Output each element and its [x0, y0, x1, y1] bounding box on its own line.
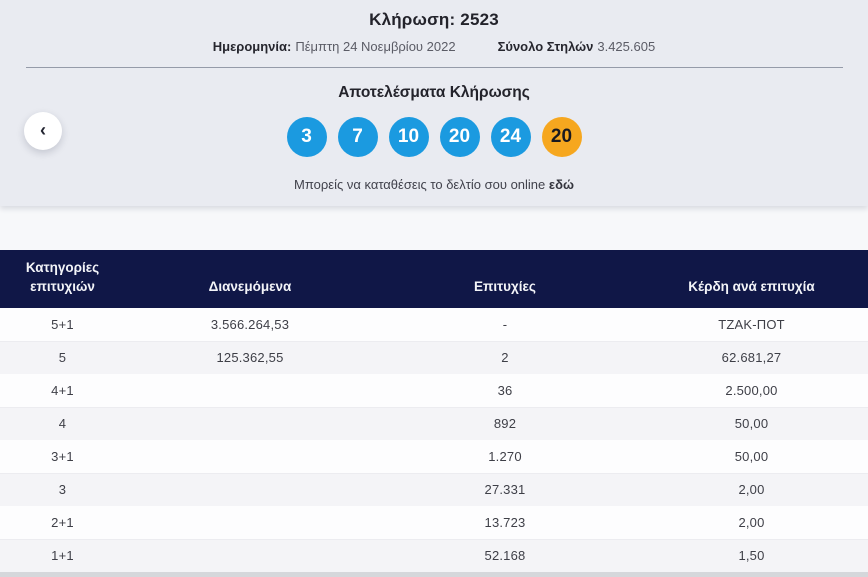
online-cta-text: Μπορείς να καταθέσεις το δελτίο σου onli…	[294, 177, 546, 192]
cell-category: 1+1	[51, 548, 74, 564]
previous-draw-button[interactable]: ‹	[24, 112, 62, 150]
table-row: 4+1 36 2.500,00	[0, 374, 868, 407]
total-columns-value: 3.425.605	[597, 39, 656, 54]
winning-numbers-row: 3 7 10 20 24 20	[0, 117, 868, 157]
cell-distributed	[125, 440, 375, 473]
cell-winners: 2	[501, 350, 509, 366]
cell-winners: 52.168	[484, 548, 526, 564]
cell-winners: 36	[497, 382, 513, 398]
table-row: 2+1 13.723 2,00	[0, 506, 868, 539]
chevron-left-icon: ‹	[40, 120, 46, 140]
table-row: 4 892 50,00	[0, 407, 868, 440]
draw-date-value: Πέμπτη 24 Νοεμβρίου 2022	[295, 39, 456, 54]
bottom-divider-strip	[0, 572, 868, 577]
winning-number-ball: 3	[286, 117, 327, 157]
cell-distributed	[125, 374, 375, 407]
cell-prize: 1,50	[738, 548, 765, 564]
cell-prize: 50,00	[734, 448, 769, 464]
cell-prize: 62.681,27	[721, 350, 782, 366]
total-columns-label: Σύνολο Στηλών	[497, 39, 594, 54]
online-cta-line: Μπορείς να καταθέσεις το δελτίο σου onli…	[0, 177, 868, 192]
column-header-winners: Επιτυχίες	[375, 250, 635, 308]
table-row: 5 125.362,55 2 62.681,27	[0, 341, 868, 374]
header-divider	[26, 67, 843, 68]
cell-prize: 50,00	[734, 416, 769, 432]
cell-winners: 892	[493, 416, 517, 432]
cell-distributed	[125, 407, 375, 440]
cell-distributed	[125, 473, 375, 506]
winning-number-ball: 10	[388, 117, 429, 157]
table-row: 3 27.331 2,00	[0, 473, 868, 506]
cell-category: 5+1	[51, 316, 74, 332]
column-header-prize: Κέρδη ανά επιτυχία	[635, 250, 868, 308]
section-gap	[0, 206, 868, 250]
cell-category: 4+1	[51, 382, 74, 398]
column-header-distributed: Διανεμόμενα	[125, 250, 375, 308]
cell-winners: 1.270	[488, 448, 522, 464]
winning-number-ball: 24	[490, 117, 531, 157]
draw-title: Κλήρωση: 2523	[369, 10, 499, 29]
cell-distributed: 3.566.264,53	[210, 316, 290, 332]
bonus-number-ball: 20	[541, 117, 582, 157]
cell-category: 5	[58, 350, 67, 366]
cell-distributed	[125, 506, 375, 539]
table-row: 5+1 3.566.264,53 - ΤΖΑΚ-ΠΟΤ	[0, 308, 868, 341]
cell-category: 3	[58, 482, 67, 498]
cell-category: 2+1	[51, 514, 74, 530]
results-title: Αποτελέσματα Κλήρωσης	[338, 84, 530, 101]
online-cta-link[interactable]: εδώ	[548, 177, 574, 192]
cell-category: 3+1	[51, 448, 74, 464]
cell-prize: 2.500,00	[725, 382, 778, 398]
column-header-category: Κατηγορίες επιτυχιών	[0, 250, 125, 308]
cell-prize: 2,00	[738, 514, 765, 530]
cell-winners: 27.331	[484, 482, 526, 498]
winning-number-ball: 7	[337, 117, 378, 157]
draw-date-label: Ημερομηνία:	[212, 39, 292, 54]
cell-winners: -	[502, 316, 508, 332]
total-columns: Σύνολο Στηλών 3.425.605	[498, 39, 656, 54]
table-row: 3+1 1.270 50,00	[0, 440, 868, 473]
winning-number-ball: 20	[439, 117, 480, 157]
cell-distributed	[125, 539, 375, 572]
table-row: 1+1 52.168 1,50	[0, 539, 868, 572]
table-header-row: Κατηγορίες επιτυχιών Διανεμόμενα Επιτυχί…	[0, 250, 868, 308]
cell-winners: 13.723	[484, 514, 526, 530]
draw-meta-row: Ημερομηνία: Πέμπτη 24 Νοεμβρίου 2022 Σύνο…	[0, 39, 868, 54]
prize-breakdown-table: Κατηγορίες επιτυχιών Διανεμόμενα Επιτυχί…	[0, 250, 868, 572]
draw-hero-section: Κλήρωση: 2523 Ημερομηνία: Πέμπτη 24 Νοεμβ…	[0, 0, 868, 206]
cell-prize: ΤΖΑΚ-ΠΟΤ	[718, 316, 785, 332]
cell-prize: 2,00	[738, 482, 765, 498]
cell-category: 4	[58, 416, 67, 432]
cell-distributed: 125.362,55	[216, 350, 284, 366]
draw-date: Ημερομηνία: Πέμπτη 24 Νοεμβρίου 2022	[213, 39, 456, 54]
